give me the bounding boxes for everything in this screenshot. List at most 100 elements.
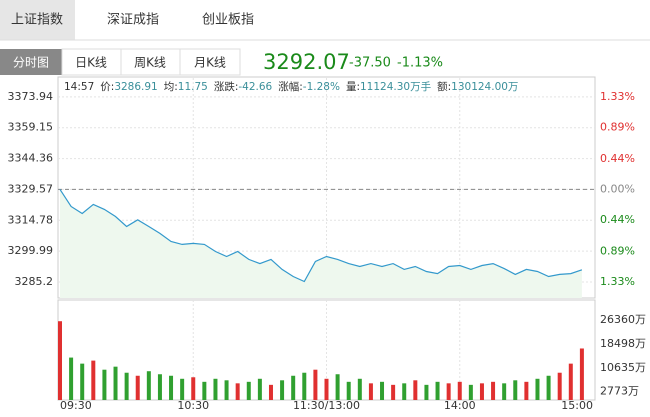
y-tick-label: 3314.78 — [8, 213, 54, 226]
volume-bar — [479, 383, 484, 400]
volume-bar — [335, 374, 340, 400]
volume-bar — [135, 375, 140, 400]
volume-tick-label: 26360万 — [600, 313, 646, 326]
x-tick-label: 14:00 — [444, 399, 476, 412]
volume-bar — [380, 381, 385, 400]
info-label: 价: — [100, 81, 114, 93]
volume-bar — [546, 375, 551, 400]
volume-bar — [302, 372, 307, 400]
info-value: 130124.00万 — [451, 81, 518, 93]
volume-bar — [457, 381, 462, 400]
view-tab[interactable]: 分时图 — [13, 56, 49, 70]
volume-bar — [157, 374, 162, 400]
y-tick-label: 3373.94 — [8, 90, 54, 103]
volume-bar — [91, 360, 96, 400]
y2-tick-label: 0.00% — [600, 182, 635, 195]
volume-tick-label: 10635万 — [600, 361, 646, 374]
info-line: 14:57 价:3286.91 均:11.75 涨跌:-42.66 涨幅:-1.28% 量… — [64, 80, 518, 93]
y2-tick-label: 0.89% — [600, 120, 635, 133]
volume-bar — [491, 381, 496, 400]
y-tick-label: 3285.2 — [15, 275, 54, 288]
volume-bar — [368, 383, 373, 400]
view-tab[interactable]: 日K线 — [75, 56, 107, 70]
volume-bar — [424, 384, 429, 400]
volume-bar — [446, 383, 451, 400]
volume-bar — [235, 383, 240, 400]
y-tick-label: 3299.99 — [8, 244, 54, 257]
volume-bar — [202, 381, 207, 400]
view-tab[interactable]: 周K线 — [134, 56, 166, 70]
info-value: -42.66 — [238, 81, 272, 93]
info-label: 均: — [164, 81, 178, 93]
volume-bar — [180, 378, 185, 400]
y2-tick-label: 1.33% — [600, 275, 635, 288]
info-value: 3286.91 — [114, 81, 157, 93]
info-value: -1.28% — [303, 81, 340, 93]
volume-tick-label: 2773万 — [600, 385, 639, 398]
volume-bar — [568, 363, 573, 400]
change: -37.50 — [349, 56, 391, 71]
price-area — [60, 189, 582, 298]
volume-bar — [502, 383, 507, 400]
volume-bar — [257, 378, 262, 400]
x-tick-label: 09:30 — [60, 399, 92, 412]
volume-bar — [435, 381, 440, 400]
x-tick-label: 15:00 — [561, 399, 593, 412]
info-label: 涨幅: — [278, 80, 303, 93]
y-tick-label: 3359.15 — [8, 121, 54, 134]
volume-bar — [213, 378, 218, 400]
price: 3292.07 — [263, 50, 350, 74]
volume-bar — [146, 371, 151, 400]
y-tick-label: 3344.36 — [8, 152, 54, 165]
volume-bar — [80, 363, 85, 400]
price-line — [59, 189, 583, 283]
volume-bar — [58, 321, 62, 400]
volume-bar — [513, 380, 518, 400]
volume-bar — [346, 381, 351, 400]
volume-tick-label: 18498万 — [600, 337, 646, 350]
info-value: 11.75 — [178, 81, 208, 93]
tab[interactable]: 上证指数 — [11, 13, 63, 28]
view-tab[interactable]: 月K线 — [194, 56, 226, 70]
volume-bar — [102, 369, 107, 400]
volume-bar — [524, 381, 529, 400]
y2-tick-label: 0.89% — [600, 244, 635, 257]
volume-bar — [280, 380, 285, 400]
volume-bar — [246, 381, 251, 400]
info-label: 涨跌: — [214, 80, 239, 93]
volume-bar — [69, 357, 74, 400]
volume-bar — [391, 384, 396, 400]
y-tick-label: 3329.57 — [8, 182, 54, 195]
volume-bar — [402, 383, 407, 400]
y2-tick-label: 0.44% — [600, 213, 635, 226]
volume-bar — [324, 378, 329, 400]
volume-bar — [468, 384, 473, 400]
change-pct: -1.13% — [397, 56, 443, 71]
volume-bar — [535, 378, 540, 400]
volume-bar — [357, 378, 362, 400]
volume-bar — [191, 377, 196, 400]
info-value: 11124.30万手 — [360, 80, 431, 93]
volume-bar — [224, 380, 229, 400]
volume-bar — [413, 380, 418, 400]
x-tick-label: 11:30/13:00 — [293, 399, 360, 412]
info-label: 量: — [346, 81, 360, 93]
volume-bar — [113, 366, 118, 400]
y2-tick-label: 1.33% — [600, 90, 635, 103]
tab-bar — [0, 0, 650, 40]
active-view-bg — [0, 49, 62, 75]
volume-bar — [268, 384, 273, 400]
active-tab-bg — [0, 0, 75, 40]
x-tick-label: 10:30 — [177, 399, 209, 412]
view-bar — [61, 48, 241, 76]
info-label: 额: — [437, 80, 451, 93]
volume-bar — [169, 375, 174, 400]
volume-bar — [557, 372, 562, 400]
info-time: 14:57 — [64, 81, 94, 93]
tab[interactable]: 深证成指 — [107, 13, 159, 28]
volume-bar — [579, 348, 584, 400]
volume-bar — [313, 369, 318, 400]
tab[interactable]: 创业板指 — [202, 13, 254, 28]
volume-bar — [291, 375, 296, 400]
